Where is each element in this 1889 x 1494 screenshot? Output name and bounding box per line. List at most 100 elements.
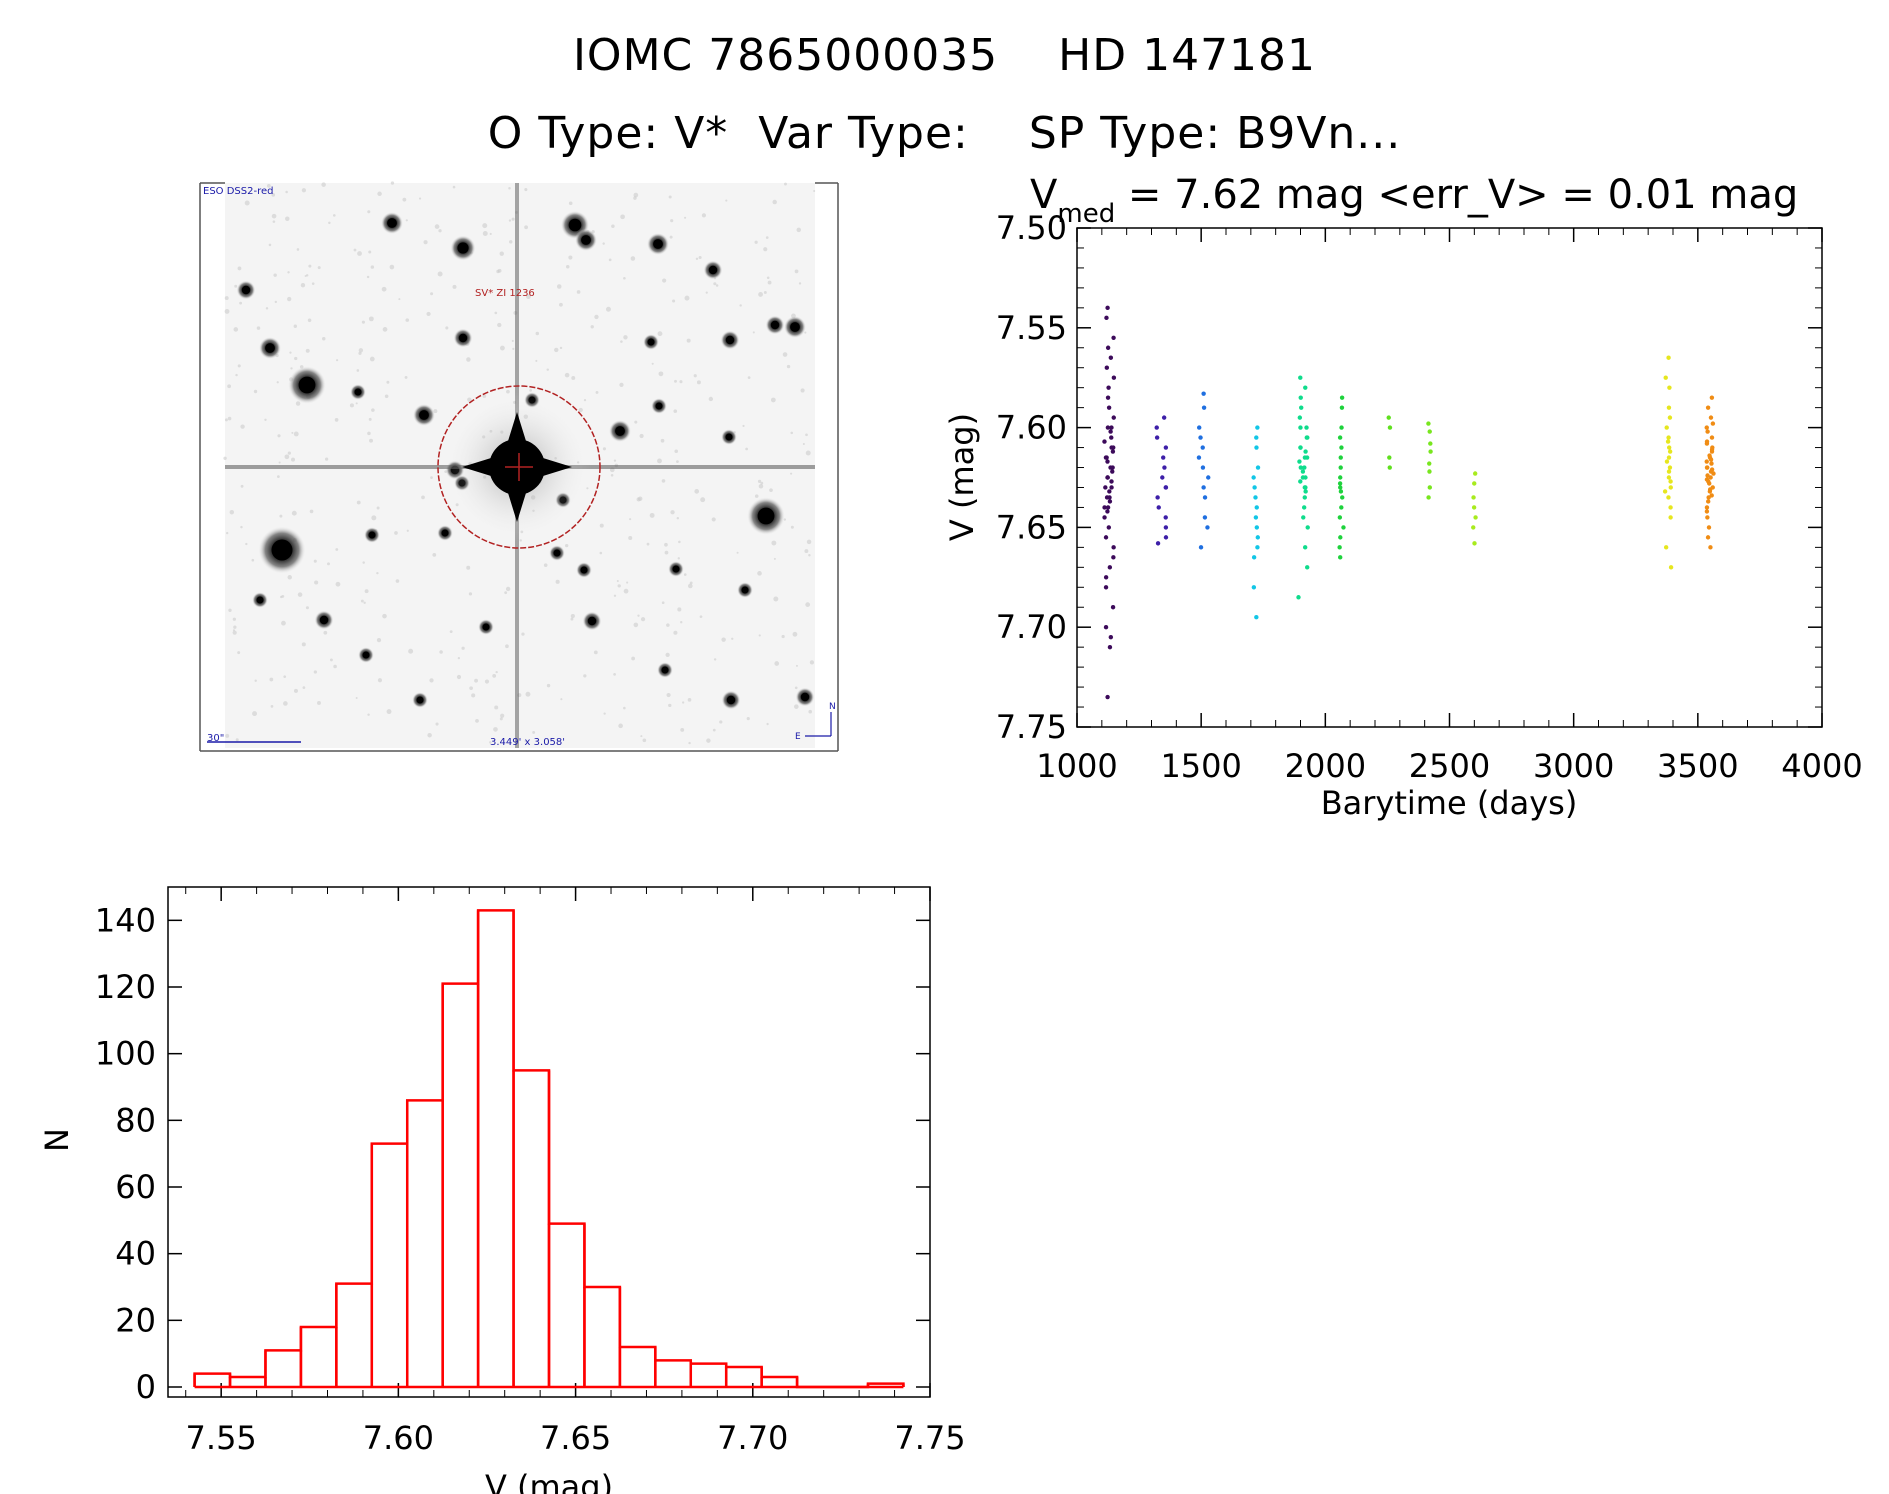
sky-noise-speck xyxy=(770,397,776,403)
sky-noise-speck xyxy=(774,661,780,666)
sky-noise-speck xyxy=(461,646,465,650)
sky-noise-speck xyxy=(285,190,288,194)
sky-noise-speck xyxy=(628,536,633,541)
sky-noise-speck xyxy=(245,542,248,546)
sky-noise-speck xyxy=(769,488,773,492)
sky-noise-speck xyxy=(281,620,286,626)
sky-noise-speck xyxy=(284,454,290,460)
sky-noise-speck xyxy=(620,214,625,220)
lc-xtick-label: 3000 xyxy=(1533,747,1614,785)
sky-noise-speck xyxy=(665,652,670,658)
hist-ylabel: N xyxy=(38,1128,76,1152)
sky-noise-speck xyxy=(757,571,762,576)
lc-point xyxy=(1104,455,1109,460)
sky-noise-speck xyxy=(763,291,767,294)
sky-noise-speck xyxy=(484,679,490,684)
lc-point xyxy=(1300,469,1306,474)
sky-noise-speck xyxy=(494,311,498,315)
lc-point xyxy=(1198,545,1204,550)
star xyxy=(441,529,449,537)
sky-noise-speck xyxy=(640,617,646,622)
sky-noise-speck xyxy=(805,602,811,607)
sky-noise-speck xyxy=(758,292,763,297)
sky-noise-speck xyxy=(233,327,239,332)
star xyxy=(354,388,362,396)
sky-noise-speck xyxy=(332,214,336,217)
sky-noise-speck xyxy=(271,193,276,197)
sky-noise-speck xyxy=(426,311,431,317)
lc-axis-ticks: 1000 1500 2000 2500 3000 3500 4000 7.50 7.55 7.60… xyxy=(996,209,1863,785)
lc-point xyxy=(1706,499,1711,504)
sky-noise-speck xyxy=(701,213,707,218)
sky-noise-speck xyxy=(283,701,288,706)
lc-point xyxy=(1666,495,1671,500)
sky-noise-speck xyxy=(500,713,505,718)
lc-point xyxy=(1251,585,1257,590)
lc-point xyxy=(1254,445,1259,450)
star xyxy=(265,343,275,353)
sky-noise-speck xyxy=(790,472,793,475)
sky-noise-speck xyxy=(423,240,428,245)
sky-noise-speck xyxy=(651,362,654,365)
sky-noise-speck xyxy=(617,584,621,588)
lc-point xyxy=(1104,365,1110,370)
star xyxy=(419,410,429,420)
lc-point xyxy=(1337,515,1343,520)
lc-point xyxy=(1305,435,1310,440)
sky-noise-speck xyxy=(395,579,400,583)
lc-point xyxy=(1666,445,1672,450)
sky-noise-speck xyxy=(766,276,770,280)
sky-noise-speck xyxy=(438,229,442,233)
lc-point xyxy=(1473,515,1478,520)
star xyxy=(387,218,397,228)
lc-point xyxy=(1201,405,1207,410)
sky-noise-speck xyxy=(469,686,473,691)
lc-point xyxy=(1302,455,1308,460)
lc-point xyxy=(1339,505,1344,510)
lc-point xyxy=(1109,479,1114,484)
sky-noise-speck xyxy=(317,701,321,705)
sky-noise-speck xyxy=(662,278,667,283)
sky-noise-speck xyxy=(623,335,628,340)
scale-label: 30" xyxy=(207,733,224,744)
sky-noise-speck xyxy=(802,442,805,446)
sky-noise-speck xyxy=(252,711,257,717)
star xyxy=(725,433,733,441)
lc-point xyxy=(1708,545,1713,550)
lc-point xyxy=(1163,445,1169,450)
sky-noise-speck xyxy=(616,580,619,583)
lc-point xyxy=(1303,385,1308,390)
sky-noise-speck xyxy=(237,266,242,271)
sky-noise-speck xyxy=(265,307,269,310)
hist-ytick-label: 140 xyxy=(95,901,156,939)
lc-point xyxy=(1298,445,1303,450)
sky-noise-speck xyxy=(297,592,303,597)
lc-point xyxy=(1255,535,1260,540)
sky-noise-speck xyxy=(504,591,508,595)
lc-point xyxy=(1337,545,1342,550)
sky-noise-speck xyxy=(772,199,777,205)
sky-noise-speck xyxy=(699,615,703,619)
sky-noise-speck xyxy=(224,309,230,314)
sky-noise-speck xyxy=(559,346,563,350)
sky-noise-speck xyxy=(358,351,362,355)
lc-title: Vmed = 7.62 mag <err_V> = 0.01 mag xyxy=(1030,172,1798,229)
lc-point xyxy=(1201,485,1206,490)
sky-noise-speck xyxy=(683,573,687,576)
sky-noise-speck xyxy=(640,735,643,738)
sky-noise-speck xyxy=(698,255,702,260)
lc-point xyxy=(1338,465,1343,470)
lc-point xyxy=(1301,515,1306,520)
lc-point xyxy=(1108,355,1114,360)
lc-point xyxy=(1337,435,1343,440)
sky-noise-speck xyxy=(361,320,365,324)
sky-noise-speck xyxy=(256,326,261,330)
lc-point xyxy=(1386,415,1391,420)
sky-noise-speck xyxy=(355,402,358,405)
sky-noise-speck xyxy=(602,242,605,245)
star xyxy=(580,566,588,574)
sky-noise-speck xyxy=(300,283,306,288)
sky-noise-speck xyxy=(613,594,617,597)
lc-point xyxy=(1665,439,1671,444)
sky-noise-speck xyxy=(672,299,676,303)
